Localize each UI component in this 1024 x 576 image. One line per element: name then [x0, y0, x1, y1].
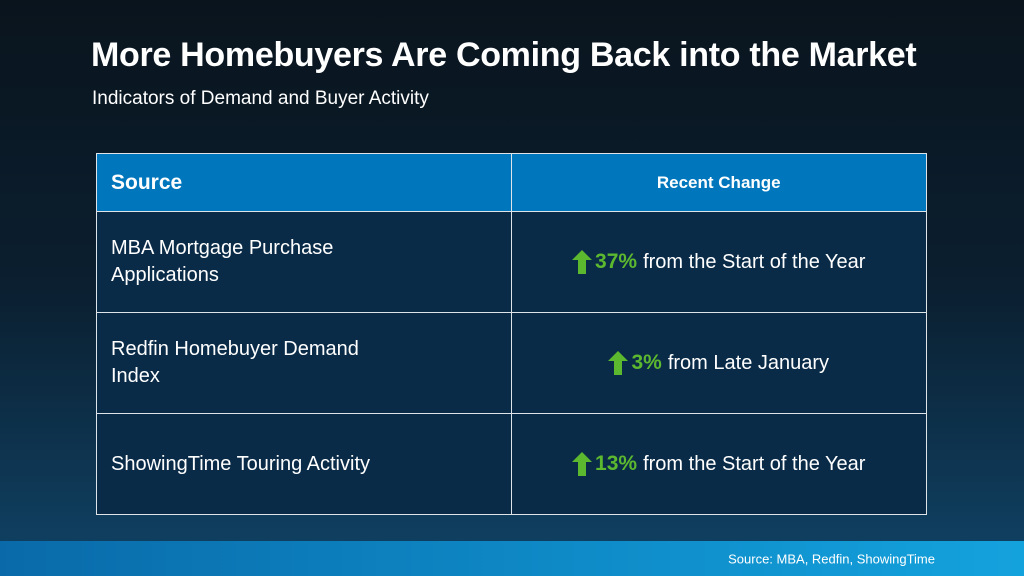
source-label: Redfin Homebuyer Demand Index [111, 338, 359, 387]
source-cell: ShowingTime Touring Activity [97, 414, 512, 514]
change-text: from the Start of the Year [643, 452, 866, 475]
change-cell: 37% from the Start of the Year [512, 212, 927, 312]
change-percent: 3% [631, 351, 662, 374]
column-header-source: Source [97, 154, 512, 211]
change-text: from Late January [667, 351, 830, 374]
table-row: ShowingTime Touring Activity 13% from th… [97, 413, 926, 514]
change-text: from the Start of the Year [643, 250, 866, 273]
table-row: MBA Mortgage Purchase Applications 37% f… [97, 211, 926, 312]
up-arrow-icon [572, 250, 593, 274]
subtitle: Indicators of Demand and Buyer Activity [92, 88, 429, 109]
source-cell: MBA Mortgage Purchase Applications [97, 212, 512, 312]
source-label: ShowingTime Touring Activity [111, 452, 371, 475]
source-label: MBA Mortgage Purchase Applications [111, 237, 334, 286]
change-cell: 13% from the Start of the Year [512, 414, 927, 514]
up-arrow-icon [572, 452, 593, 476]
table-row: Redfin Homebuyer Demand Index 3% from La… [97, 312, 926, 413]
change-percent: 13% [595, 452, 638, 475]
change-cell: 3% from Late January [512, 313, 927, 413]
column-header-recent-change: Recent Change [656, 172, 781, 192]
change-percent: 37% [595, 250, 638, 273]
up-arrow-icon [608, 351, 629, 375]
page-title: More Homebuyers Are Coming Back into the… [91, 36, 917, 74]
source-note: Source: MBA, Redfin, ShowingTime [728, 551, 935, 566]
source-cell: Redfin Homebuyer Demand Index [97, 313, 512, 413]
footer-bar: Source: MBA, Redfin, ShowingTime [0, 541, 1024, 576]
table-header-row: Source Recent Change [97, 154, 926, 211]
demand-table: Source Recent Change MBA Mortgage Purcha… [96, 153, 927, 515]
